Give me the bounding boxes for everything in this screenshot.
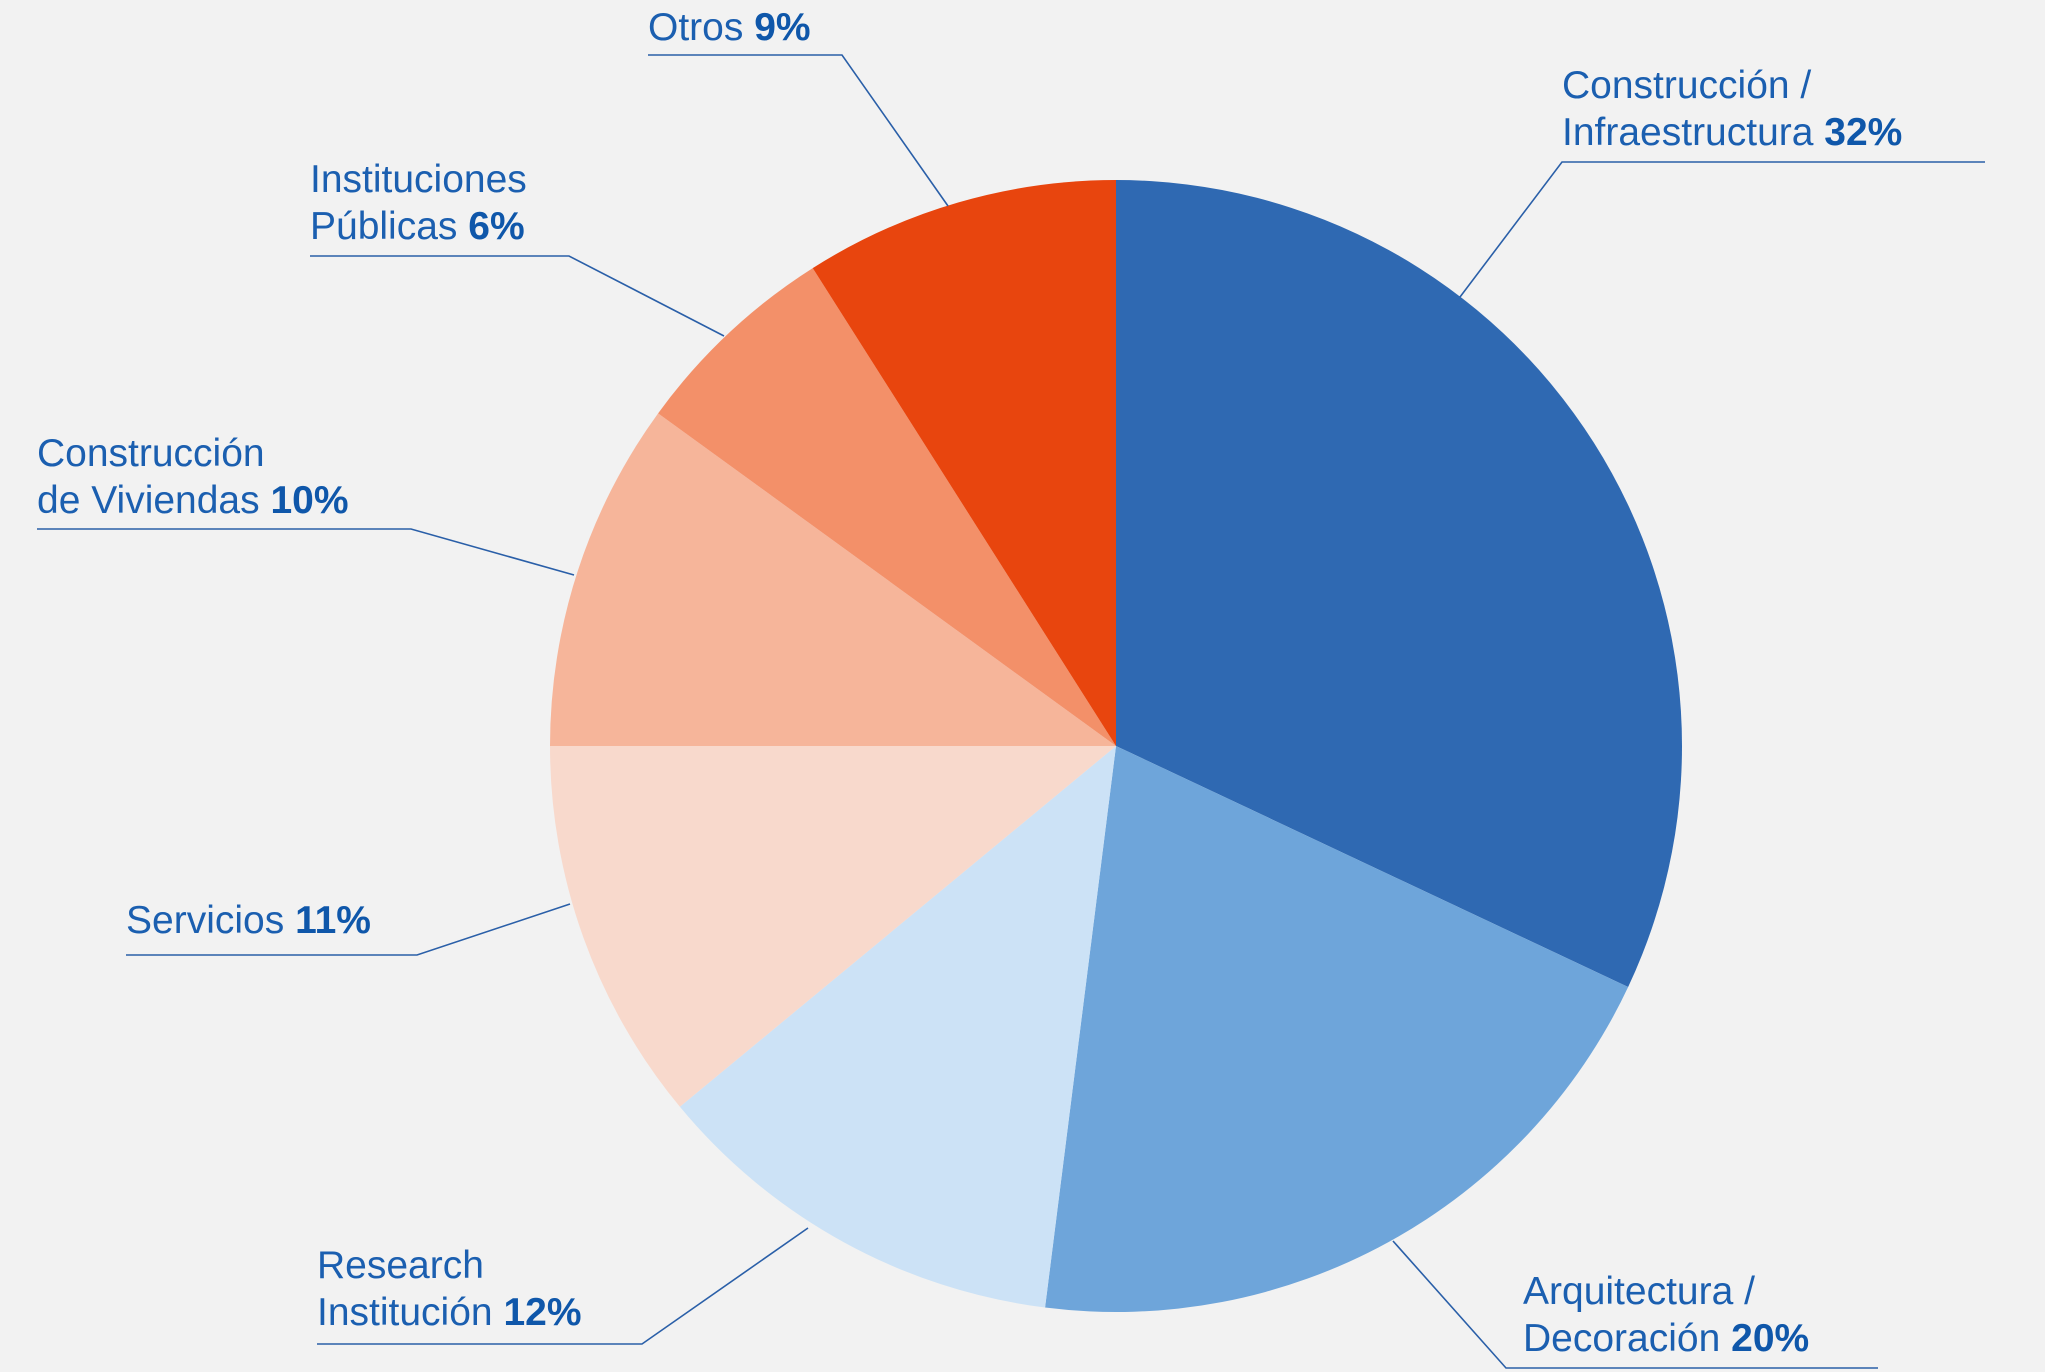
percent-label: 10% bbox=[270, 479, 349, 522]
leader-line bbox=[126, 903, 571, 956]
slice-label: Servicios 11% bbox=[126, 897, 371, 944]
percent-label: 32% bbox=[1824, 111, 1903, 154]
pie-slice bbox=[658, 268, 1116, 746]
pie-slice bbox=[812, 180, 1116, 746]
percent-label: 9% bbox=[754, 6, 811, 49]
leader-line bbox=[648, 54, 949, 207]
leader-line bbox=[1392, 1240, 1878, 1369]
category-name: Instituciones Públicas bbox=[310, 158, 527, 248]
category-name: Servicios bbox=[126, 899, 285, 942]
slice-label: Research Institución 12% bbox=[317, 1242, 582, 1336]
category-name: Construcción / Infraestructura bbox=[1562, 64, 1814, 154]
pie-slice bbox=[679, 746, 1116, 1308]
leader-line bbox=[310, 255, 725, 337]
percent-label: 11% bbox=[295, 899, 371, 942]
percent-label: 20% bbox=[1731, 1317, 1810, 1360]
pie-slice bbox=[1116, 180, 1682, 987]
percent-label: 12% bbox=[503, 1291, 582, 1334]
pie-slice bbox=[550, 413, 1116, 746]
category-name: Arquitectura / Decoración bbox=[1523, 1270, 1755, 1360]
slice-label: Otros 9% bbox=[648, 4, 811, 51]
slice-label: Construcción de Viviendas 10% bbox=[37, 430, 349, 524]
category-name: Research Institución bbox=[317, 1244, 493, 1334]
leader-line bbox=[37, 528, 575, 576]
slice-label: Construcción / Infraestructura 32% bbox=[1562, 62, 1902, 156]
percent-label: 6% bbox=[468, 205, 525, 248]
category-name: Construcción de Viviendas bbox=[37, 432, 265, 522]
leader-line bbox=[317, 1227, 809, 1345]
slice-label: Arquitectura / Decoración 20% bbox=[1523, 1268, 1809, 1362]
leader-line bbox=[1459, 161, 1985, 298]
pie-slice bbox=[550, 746, 1116, 1107]
pie-slice bbox=[1045, 746, 1629, 1312]
category-name: Otros bbox=[648, 6, 744, 49]
slice-label: Instituciones Públicas 6% bbox=[310, 156, 527, 250]
